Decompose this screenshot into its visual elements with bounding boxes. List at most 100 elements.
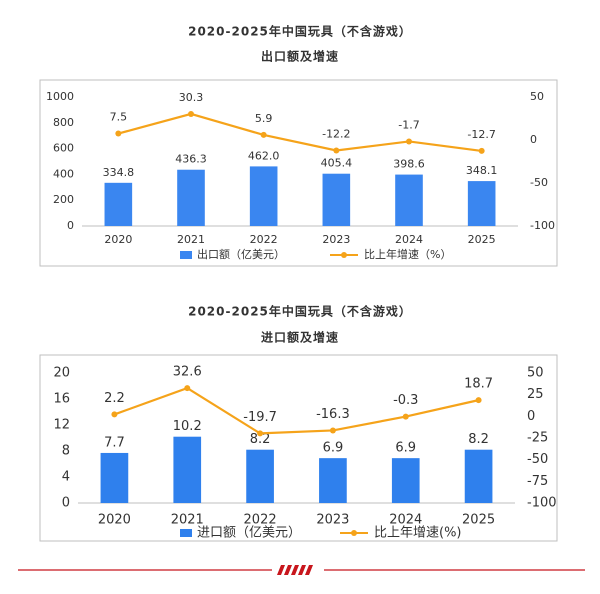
x-tick-label: 2025: [462, 513, 495, 528]
divider-ornament: [277, 565, 313, 575]
bar: [246, 449, 274, 503]
y-tick-label: 0: [67, 219, 74, 232]
bar-value-label: 10.2: [173, 419, 202, 434]
bar-value-label: 462.0: [248, 149, 280, 162]
y-tick-label: 1000: [46, 90, 74, 103]
bar: [249, 166, 278, 226]
bar: [395, 174, 423, 226]
y-tick-label: 4: [62, 470, 70, 485]
line-point: [329, 427, 336, 434]
bar: [391, 458, 420, 503]
bar-value-label: 8.2: [468, 432, 489, 447]
y2-tick-label: 0: [530, 133, 537, 146]
bar-value-label: 405.4: [321, 157, 353, 170]
line-point: [478, 147, 485, 154]
line-value-label: 30.3: [179, 91, 204, 104]
y-tick-label: 200: [53, 193, 74, 206]
line-value-label: -12.2: [322, 127, 350, 140]
legend-swatch-point: [341, 252, 347, 258]
x-tick-label: 2023: [322, 233, 350, 246]
bar: [467, 181, 496, 226]
y2-tick-label: 50: [530, 90, 544, 103]
line-value-label: -19.7: [243, 410, 277, 425]
y-tick-label: 800: [53, 116, 74, 129]
x-tick-label: 2024: [389, 513, 422, 528]
x-tick-label: 2025: [468, 233, 496, 246]
bar: [464, 449, 493, 503]
bar-value-label: 334.8: [103, 166, 135, 179]
bar-value-label: 6.9: [323, 441, 344, 456]
legend-label: 进口额（亿美元）: [197, 526, 301, 541]
line-point: [475, 397, 482, 404]
x-tick-label: 2021: [171, 513, 204, 528]
bar: [319, 458, 347, 503]
y2-tick-label: -100: [530, 219, 555, 232]
chart-frame: [39, 79, 558, 267]
legend-label: 比上年增速（%）: [364, 247, 451, 261]
legend-swatch: [180, 251, 192, 259]
line-point: [406, 138, 412, 145]
line-point: [111, 411, 118, 418]
x-tick-label: 2022: [250, 233, 278, 246]
line: [118, 112, 482, 153]
line-value-label: 18.7: [464, 377, 493, 392]
bar: [177, 169, 205, 226]
line-value-label: 2.2: [104, 391, 125, 406]
y2-tick-label: 25: [527, 387, 544, 402]
x-tick-label: 2020: [104, 233, 132, 246]
y-tick-label: 20: [53, 366, 70, 381]
y2-tick-label: -50: [530, 176, 548, 189]
line-point: [402, 413, 409, 420]
x-tick-label: 2024: [395, 233, 423, 246]
bar-value-label: 436.3: [175, 153, 207, 166]
line-value-label: -0.3: [393, 393, 418, 408]
line-value-label: 32.6: [173, 365, 202, 380]
line-value-label: -16.3: [316, 407, 350, 422]
x-tick-label: 2020: [98, 513, 131, 528]
y2-tick-label: -100: [527, 496, 557, 511]
chart-frame: [39, 354, 558, 542]
legend-swatch: [180, 529, 192, 537]
chart-title: 2020-2025年中国玩具（不含游戏）: [188, 24, 412, 39]
chart-subtitle: 出口额及增速: [261, 49, 339, 64]
y-tick-label: 12: [53, 418, 70, 433]
bar: [100, 452, 129, 503]
line-point: [257, 430, 264, 437]
y-tick-label: 400: [53, 167, 74, 180]
line-point: [260, 131, 267, 138]
y-tick-label: 8: [62, 444, 70, 459]
x-tick-label: 2022: [244, 513, 277, 528]
legend-swatch-point: [351, 530, 357, 536]
line-value-label: 7.5: [110, 111, 128, 124]
legend-label: 比上年增速(%): [374, 526, 462, 541]
bar: [173, 436, 202, 503]
chart-subtitle: 进口额及增速: [261, 330, 339, 345]
bar-value-label: 7.7: [104, 435, 125, 450]
y-tick-label: 0: [62, 496, 70, 511]
legend-label: 出口额（亿美元）: [197, 247, 285, 261]
chart-title: 2020-2025年中国玩具（不含游戏）: [188, 304, 412, 319]
y2-tick-label: -75: [527, 474, 548, 489]
y2-tick-label: -50: [527, 452, 548, 467]
bar: [322, 173, 351, 226]
y2-tick-label: 50: [527, 366, 544, 381]
line: [114, 386, 479, 435]
y2-tick-label: 0: [527, 409, 535, 424]
bar-value-label: 6.9: [395, 441, 416, 456]
line-value-label: -1.7: [398, 118, 419, 131]
y-tick-label: 16: [53, 392, 70, 407]
x-tick-label: 2021: [177, 233, 205, 246]
line-point: [115, 130, 122, 137]
line-point: [184, 385, 191, 392]
line-point: [188, 110, 194, 117]
bar-value-label: 348.1: [466, 164, 498, 177]
bar: [104, 182, 133, 226]
bar-value-label: 8.2: [250, 432, 271, 447]
line-value-label: -12.7: [467, 128, 495, 141]
y2-tick-label: -25: [527, 431, 548, 446]
line-value-label: 5.9: [255, 112, 273, 125]
y-tick-label: 600: [53, 142, 74, 155]
x-tick-label: 2023: [316, 513, 349, 528]
bar-value-label: 398.6: [393, 158, 425, 171]
